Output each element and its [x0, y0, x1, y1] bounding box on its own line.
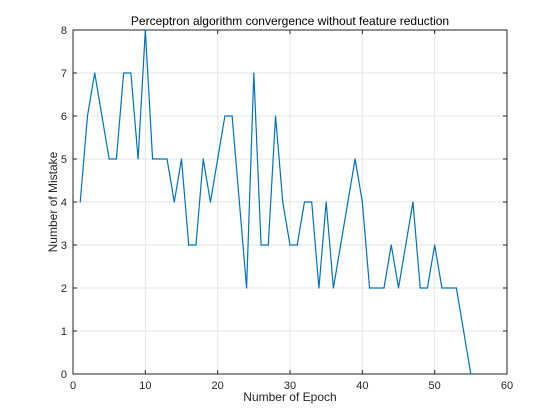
- x-tick-label: 50: [429, 380, 441, 392]
- data-point: [390, 244, 392, 246]
- data-point: [347, 201, 349, 203]
- data-point: [79, 201, 81, 203]
- data-point: [217, 158, 219, 160]
- series-layer: [79, 29, 472, 375]
- data-point: [94, 72, 96, 74]
- y-axis-title: Number of Mistake: [46, 151, 60, 252]
- y-tick-label: 8: [61, 25, 67, 37]
- y-tick-label: 3: [61, 240, 67, 252]
- data-point: [108, 158, 110, 160]
- data-point: [159, 158, 161, 160]
- data-point: [376, 287, 378, 289]
- x-tick-label: 10: [139, 380, 151, 392]
- data-point: [209, 201, 212, 203]
- grid-lines: [72, 29, 508, 375]
- data-point: [318, 287, 320, 289]
- data-point: [151, 158, 154, 160]
- data-point: [246, 287, 248, 289]
- data-point: [180, 158, 183, 160]
- data-point: [137, 158, 139, 160]
- y-tick-label: 0: [61, 369, 67, 381]
- data-point: [202, 158, 204, 160]
- data-point: [260, 244, 262, 246]
- data-point: [354, 158, 356, 160]
- data-point: [325, 201, 327, 203]
- data-point: [383, 287, 385, 289]
- chart-title: Perceptron algorithm convergence without…: [131, 14, 449, 28]
- data-point: [130, 72, 132, 74]
- data-point: [455, 287, 457, 289]
- data-point: [86, 115, 89, 117]
- data-point: [448, 287, 450, 289]
- x-tick-label: 20: [212, 380, 224, 392]
- x-tick-label: 60: [501, 380, 513, 392]
- x-tick-label: 0: [70, 380, 76, 392]
- data-point: [173, 201, 175, 203]
- y-tick-label: 6: [61, 111, 67, 123]
- tick-labels: 0 10 20 30 40 50 60 0 1 2 3 4 5 6 7 8: [61, 25, 513, 392]
- data-point: [224, 115, 226, 117]
- y-tick-label: 5: [61, 154, 67, 166]
- data-point: [296, 244, 298, 246]
- data-point: [441, 287, 443, 289]
- data-point: [340, 244, 342, 246]
- data-point: [267, 244, 269, 246]
- data-point: [434, 244, 436, 246]
- data-point: [397, 287, 400, 289]
- data-point: [253, 72, 255, 74]
- x-tick-label: 30: [284, 380, 296, 392]
- x-tick-label: 40: [356, 380, 368, 392]
- data-point: [115, 158, 117, 160]
- data-point: [101, 115, 103, 117]
- data-point: [282, 201, 284, 203]
- data-point: [405, 244, 407, 246]
- data-point: [412, 201, 414, 203]
- data-point: [419, 287, 421, 289]
- data-point: [368, 287, 371, 289]
- data-point: [238, 201, 240, 203]
- data-point: [166, 158, 168, 160]
- data-point: [195, 244, 197, 246]
- x-axis-title: Number of Epoch: [243, 390, 336, 404]
- data-point: [289, 244, 291, 246]
- data-point: [144, 29, 146, 31]
- data-point: [332, 287, 334, 289]
- data-point: [470, 373, 472, 375]
- data-point: [188, 244, 190, 246]
- data-point: [274, 115, 277, 117]
- data-point: [231, 115, 233, 117]
- data-point: [303, 201, 306, 203]
- y-tick-label: 1: [61, 326, 67, 338]
- data-point: [311, 201, 313, 203]
- data-point: [463, 330, 465, 332]
- y-tick-label: 7: [61, 68, 67, 80]
- axis-ticks: [72, 29, 508, 375]
- data-point: [426, 287, 429, 289]
- y-tick-label: 2: [61, 283, 67, 295]
- data-point: [123, 72, 125, 74]
- y-tick-label: 4: [61, 197, 67, 209]
- data-point: [361, 201, 363, 203]
